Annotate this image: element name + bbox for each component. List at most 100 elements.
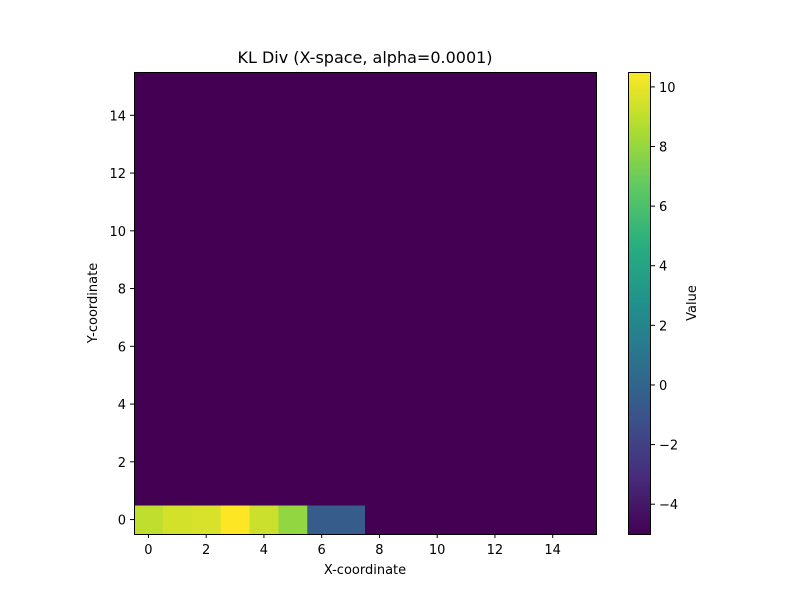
heatmap-cell [509,418,539,448]
heatmap-cell [393,331,424,362]
heatmap-cell [451,72,481,102]
heatmap-cell [336,505,366,535]
heatmap-cell [538,447,568,477]
heatmap-cell [393,129,424,160]
heatmap-cell [191,216,222,246]
heatmap-cell [393,418,424,448]
heatmap-cell [220,505,250,535]
heatmap-cell [422,72,453,102]
heatmap-cell [451,129,481,160]
heatmap-cell [307,158,337,188]
heatmap-cell [249,360,279,391]
heatmap-cell [509,505,539,535]
heatmap-cell [422,331,453,362]
heatmap-cell [336,476,366,506]
heatmap-cell [220,331,250,362]
heatmap-cell [191,476,222,506]
heatmap-cell [393,505,424,535]
heatmap-cell [451,447,481,477]
heatmap-cell [480,158,510,188]
heatmap-cell [307,216,337,246]
y-tick-label: 6 [118,340,126,355]
heatmap-cell [191,389,222,419]
heatmap-cell [509,72,539,102]
heatmap-cell [393,476,424,506]
heatmap-cell [220,476,250,506]
heatmap-cell [567,505,597,535]
heatmap-cell [451,418,481,448]
heatmap-cell [393,303,424,333]
heatmap-cell [220,129,250,160]
heatmap-cell [538,331,568,362]
heatmap-cell [220,72,250,102]
heatmap-cell [278,447,308,477]
heatmap-cell [365,129,395,160]
heatmap-cell [509,476,539,506]
heatmap-cell [393,360,424,391]
heatmap-cell [393,187,424,217]
heatmap-cell [336,418,366,448]
heatmap-cell [191,158,222,188]
heatmap-cell [567,389,597,419]
heatmap-cell [365,505,395,535]
heatmap-cell [278,331,308,362]
heatmap-cell [567,331,597,362]
heatmap-cell [278,303,308,333]
heatmap-cell [307,274,337,304]
heatmap-cell [393,447,424,477]
heatmap-cell [220,274,250,304]
heatmap-cell [422,245,453,275]
heatmap-cell [567,447,597,477]
heatmap-cell [567,216,597,246]
heatmap-cell [162,447,193,477]
heatmap-cell [336,245,366,275]
colorbar-frame [628,72,651,535]
heatmap-cell [162,245,193,275]
heatmap-cell [336,447,366,477]
heatmap-cell [538,389,568,419]
heatmap-cell [249,129,279,160]
heatmap-cell [162,331,193,362]
heatmap-cell [307,447,337,477]
heatmap-cell [365,303,395,333]
heatmap-cell [336,72,366,102]
colorbar [628,72,651,534]
heatmap-cell [393,158,424,188]
heatmap-cell [191,129,222,160]
heatmap-cell [480,129,510,160]
heatmap-cell [538,100,568,131]
heatmap-cell [451,360,481,391]
heatmap-cell [134,129,164,160]
x-tick-label: 14 [544,543,561,558]
heatmap-cell [191,360,222,391]
heatmap-cell [538,158,568,188]
heatmap-cell [249,331,279,362]
heatmap-cell [538,72,568,102]
heatmap-cell [567,158,597,188]
heatmap-cell [134,245,164,275]
y-tick-label: 10 [109,225,126,240]
heatmap-cell [538,303,568,333]
heatmap-cell [567,100,597,131]
colorbar-tick-label: −2 [659,439,678,454]
heatmap-cell [538,216,568,246]
heatmap-cell [307,100,337,131]
heatmap-cell [249,389,279,419]
heatmap-cell [134,331,164,362]
heatmap-cell [365,447,395,477]
heatmap-cell [134,187,164,217]
heatmap-cell [162,72,193,102]
heatmap-cell [220,447,250,477]
colorbar-label: Value [685,285,700,321]
heatmap-cell [220,216,250,246]
heatmap-cell [162,389,193,419]
heatmap-cell [480,447,510,477]
heatmap-cell [451,158,481,188]
heatmap-cell [134,274,164,304]
heatmap-cell [480,274,510,304]
heatmap-cell [422,476,453,506]
heatmap-cell [422,158,453,188]
heatmap-cell [393,216,424,246]
heatmap-cell [451,331,481,362]
colorbar-tick-label: 8 [659,141,667,156]
